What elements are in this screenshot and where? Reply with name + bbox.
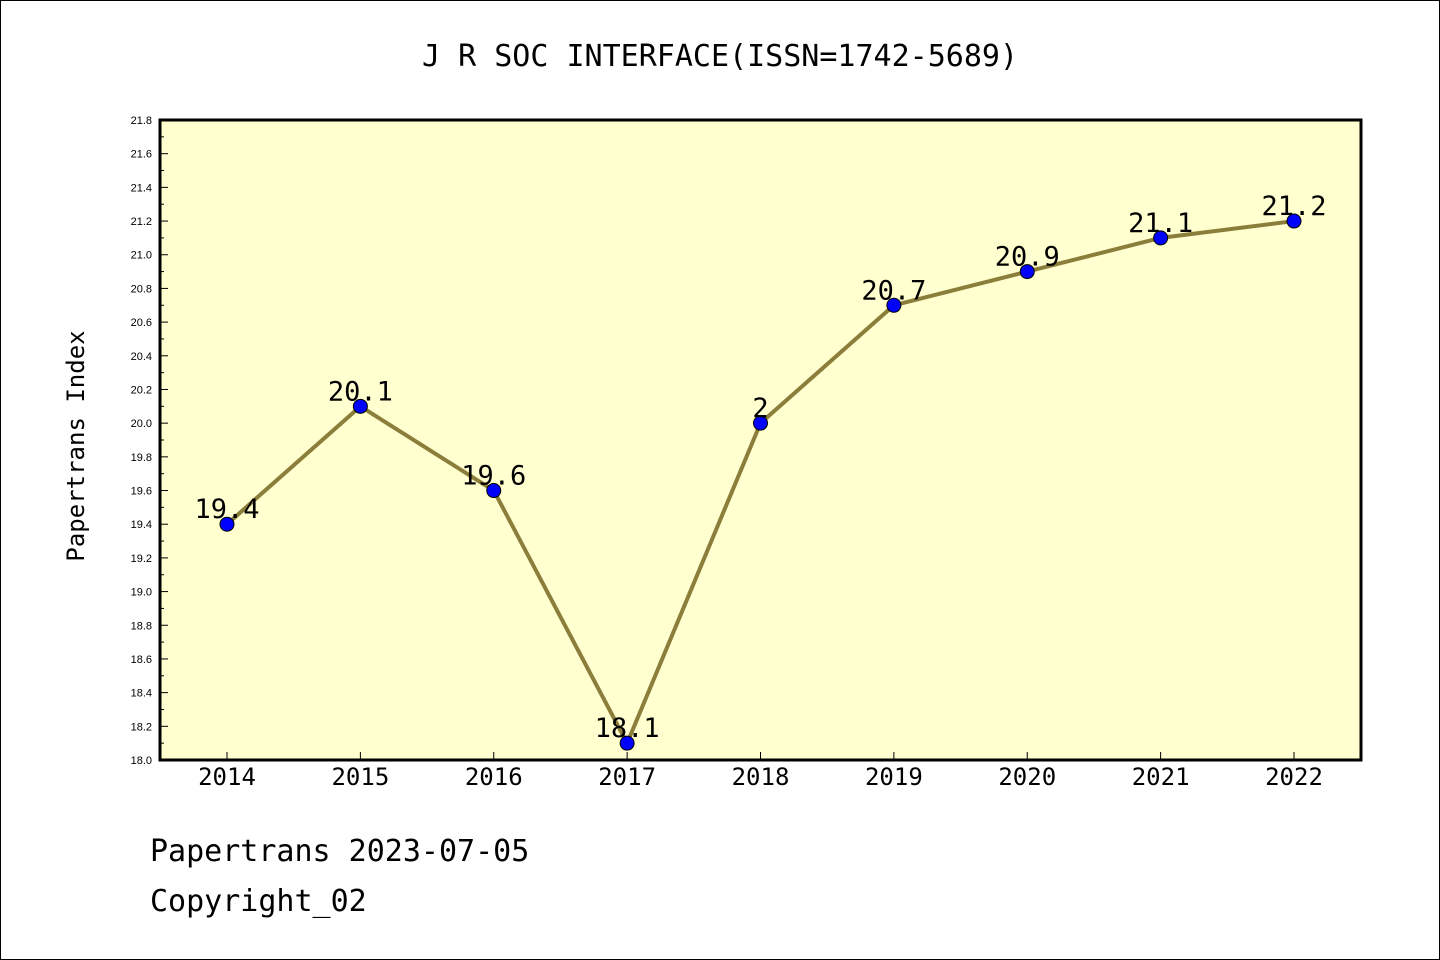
y-tick-label: 21.2 <box>131 216 152 228</box>
y-tick-label: 18.2 <box>131 721 152 733</box>
data-label: 20.9 <box>995 242 1060 273</box>
data-point-marker <box>619 735 635 751</box>
x-tick-label: 2016 <box>465 763 523 791</box>
y-tick-label: 20.6 <box>131 317 152 329</box>
y-tick-label: 19.2 <box>131 553 152 565</box>
chart-title: J R SOC INTERFACE(ISSN=1742-5689) <box>422 39 1018 74</box>
x-tick-label: 2017 <box>598 763 656 791</box>
data-point-marker <box>1286 213 1302 229</box>
y-tick-label: 19.8 <box>131 452 152 464</box>
data-label: 21.2 <box>1261 191 1326 222</box>
x-tick-label: 2015 <box>331 763 389 791</box>
data-label: 20.1 <box>328 376 393 407</box>
data-point-marker <box>486 483 502 499</box>
y-tick-label: 20.4 <box>131 351 152 363</box>
y-axis: 18.0 18.2 18.4 18.6 18.8 19.0 19.2 19.4 19.6 19.8… <box>131 115 168 767</box>
data-label: 21.1 <box>1128 208 1193 239</box>
data-label: 20.7 <box>861 275 926 306</box>
y-tick-label: 21.6 <box>131 149 152 161</box>
data-label: 19.4 <box>194 494 259 525</box>
series-group: 19.4 20.1 19.6 18.1 2 20.7 20.9 21.1 21.2 <box>194 191 1327 751</box>
y-tick-label: 20.2 <box>131 384 152 396</box>
y-tick-label: 18.8 <box>131 620 152 632</box>
data-point-marker <box>1019 264 1035 280</box>
data-point-marker <box>1153 230 1169 246</box>
footer-copyright-text: Copyright_02 <box>150 884 367 919</box>
y-tick-label: 21.4 <box>131 182 152 194</box>
x-tick-label: 2018 <box>732 763 790 791</box>
x-tick-label: 2019 <box>865 763 923 791</box>
y-tick-label: 20.0 <box>131 418 152 430</box>
plot-area <box>158 118 1363 762</box>
data-label: 18.1 <box>595 713 660 744</box>
y-axis-label: Papertrans Index <box>62 330 90 561</box>
y-tick-label: 21.0 <box>131 250 152 262</box>
y-tick-label: 19.0 <box>131 587 152 599</box>
y-tick-label: 18.6 <box>131 654 152 666</box>
data-point-marker <box>886 297 902 313</box>
y-tick-label: 21.8 <box>131 115 152 127</box>
footer-date-text: Papertrans 2023-07-05 <box>150 834 530 869</box>
y-tick-label: 18.0 <box>131 755 152 767</box>
data-point-marker <box>753 415 768 431</box>
data-label: 19.6 <box>461 461 526 492</box>
y-tick-label: 19.4 <box>131 519 152 531</box>
x-tick-label: 2021 <box>1132 763 1190 791</box>
data-label: 2 <box>752 393 768 424</box>
x-tick-label: 2020 <box>998 763 1056 791</box>
data-point-marker <box>219 516 235 532</box>
x-tick-label: 2022 <box>1265 763 1323 791</box>
data-point-marker <box>352 398 368 414</box>
x-tick-label: 2014 <box>198 763 256 791</box>
y-tick-label: 18.4 <box>131 688 152 700</box>
y-tick-label: 20.8 <box>131 283 152 295</box>
y-tick-label: 19.6 <box>131 486 152 498</box>
x-axis: 2014 2015 2016 2017 2018 2019 2020 2021 2022 <box>198 752 1323 791</box>
